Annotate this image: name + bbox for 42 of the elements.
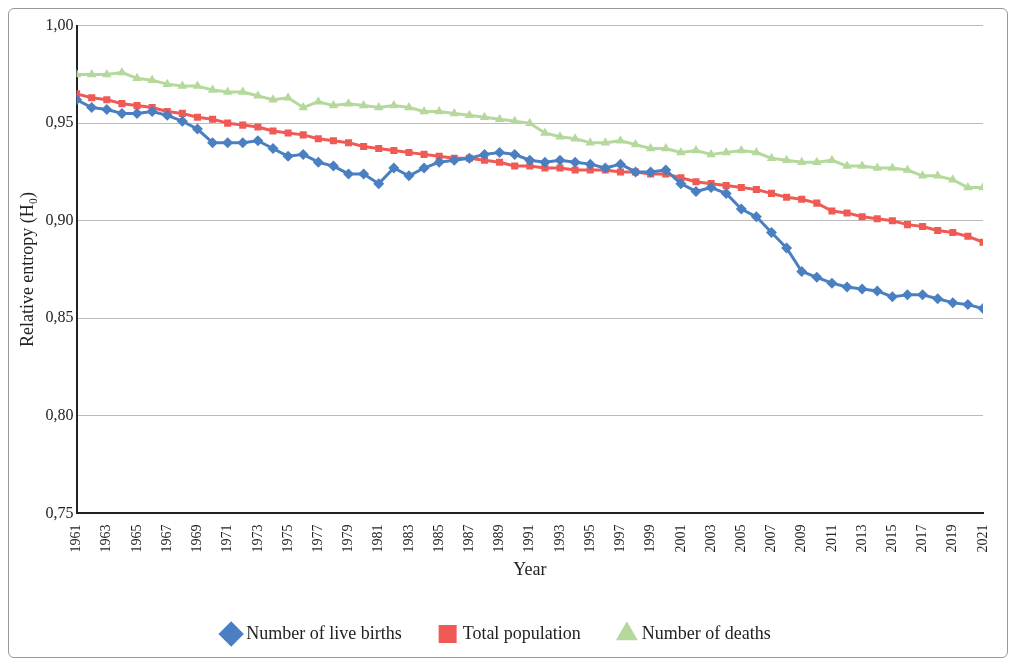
x-tick-label: 1961	[68, 524, 84, 553]
x-tick-label: 2003	[702, 524, 718, 553]
x-tick-label: 2001	[672, 524, 688, 553]
y-tick-label: 0,90	[45, 210, 74, 228]
x-tick-label: 1975	[279, 524, 295, 553]
x-tick-label: 1987	[461, 524, 477, 553]
legend-label: Number of deaths	[641, 622, 771, 643]
x-tick-label: 2021	[974, 524, 990, 553]
x-tick-label: 1983	[400, 524, 416, 553]
y-axis-title: Relative entropy (H₀)	[16, 191, 38, 348]
x-tick-label: 1979	[340, 524, 356, 553]
legend-label: Total population	[462, 622, 581, 643]
y-tick-label: 0,85	[45, 308, 74, 326]
x-tick-label: 1967	[158, 524, 174, 553]
y-tick-label: 1,00	[45, 15, 74, 33]
x-tick-label: 2011	[823, 524, 839, 552]
x-tick-label: 1969	[189, 524, 205, 553]
x-tick-label: 1985	[430, 524, 446, 553]
y-tick-label: 0,80	[45, 406, 74, 424]
x-tick-label: 2009	[793, 524, 809, 553]
x-tick-label: 1981	[370, 524, 386, 553]
x-tick-label: 1997	[612, 524, 628, 553]
x-tick-label: 1971	[219, 524, 235, 553]
x-tick-label: 2007	[763, 524, 779, 553]
x-tick-label: 2015	[884, 524, 900, 553]
x-axis-title: Year	[513, 558, 547, 579]
x-tick-label: 1991	[521, 524, 537, 553]
x-tick-label: 2019	[944, 524, 960, 553]
x-tick-label: 2005	[732, 524, 748, 553]
x-tick-label: 1995	[581, 524, 597, 553]
x-tick-label: 2013	[853, 524, 869, 553]
x-tick-label: 1977	[309, 524, 325, 553]
x-tick-label: 1999	[642, 524, 658, 553]
y-tick-label: 0,95	[45, 113, 74, 131]
x-tick-label: 1965	[128, 524, 144, 553]
x-tick-label: 1993	[551, 524, 567, 553]
legend-label: Number of live births	[246, 622, 402, 643]
y-tick-label: 0,75	[45, 503, 74, 521]
x-tick-label: 1989	[491, 524, 507, 553]
x-tick-label: 2017	[914, 524, 930, 553]
x-tick-label: 1963	[98, 524, 114, 553]
x-tick-label: 1973	[249, 524, 265, 553]
